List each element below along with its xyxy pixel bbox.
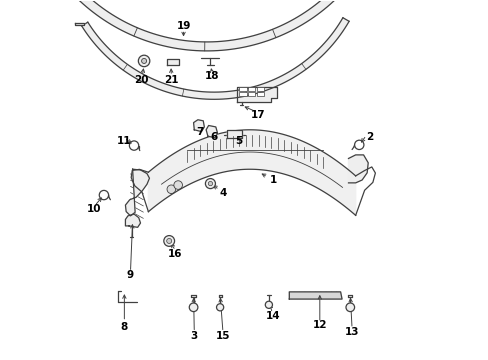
Text: 21: 21	[164, 75, 178, 85]
Polygon shape	[60, 0, 353, 51]
Text: 4: 4	[219, 188, 226, 198]
Text: 20: 20	[134, 75, 148, 85]
Text: 12: 12	[312, 320, 326, 330]
Bar	[247, 92, 255, 96]
Text: 14: 14	[265, 311, 280, 321]
Bar	[239, 92, 246, 96]
Text: 15: 15	[215, 331, 230, 341]
Text: 18: 18	[204, 71, 219, 81]
Text: 10: 10	[86, 204, 101, 214]
Text: 5: 5	[235, 136, 242, 145]
Polygon shape	[125, 169, 149, 216]
Polygon shape	[125, 214, 140, 227]
Text: 3: 3	[190, 331, 198, 341]
Circle shape	[189, 303, 198, 312]
Circle shape	[346, 303, 354, 312]
Bar	[256, 87, 264, 91]
Circle shape	[138, 55, 149, 67]
Polygon shape	[348, 155, 367, 183]
Circle shape	[208, 181, 212, 186]
Bar	[239, 87, 246, 91]
Circle shape	[163, 235, 174, 246]
Bar	[256, 92, 264, 96]
Text: 7: 7	[196, 127, 203, 136]
Circle shape	[216, 304, 223, 311]
Text: 13: 13	[344, 327, 359, 337]
Polygon shape	[237, 87, 276, 102]
Text: 6: 6	[210, 132, 217, 142]
Bar	[247, 87, 255, 91]
Circle shape	[265, 301, 272, 309]
Polygon shape	[206, 126, 217, 138]
Polygon shape	[167, 59, 179, 65]
Circle shape	[142, 58, 146, 63]
Polygon shape	[148, 130, 355, 215]
Text: 16: 16	[167, 248, 182, 258]
Circle shape	[205, 179, 215, 189]
Text: 2: 2	[366, 132, 373, 142]
Circle shape	[174, 181, 182, 189]
Polygon shape	[74, 23, 83, 25]
Polygon shape	[227, 130, 241, 138]
Text: 17: 17	[250, 111, 265, 121]
Polygon shape	[289, 292, 341, 299]
Circle shape	[166, 238, 171, 243]
Text: 19: 19	[176, 21, 190, 31]
Circle shape	[167, 185, 175, 194]
Text: 1: 1	[269, 175, 276, 185]
Text: 9: 9	[126, 270, 133, 280]
Text: 11: 11	[117, 136, 131, 145]
Polygon shape	[193, 120, 204, 132]
Polygon shape	[81, 18, 348, 99]
Text: 8: 8	[121, 322, 128, 332]
